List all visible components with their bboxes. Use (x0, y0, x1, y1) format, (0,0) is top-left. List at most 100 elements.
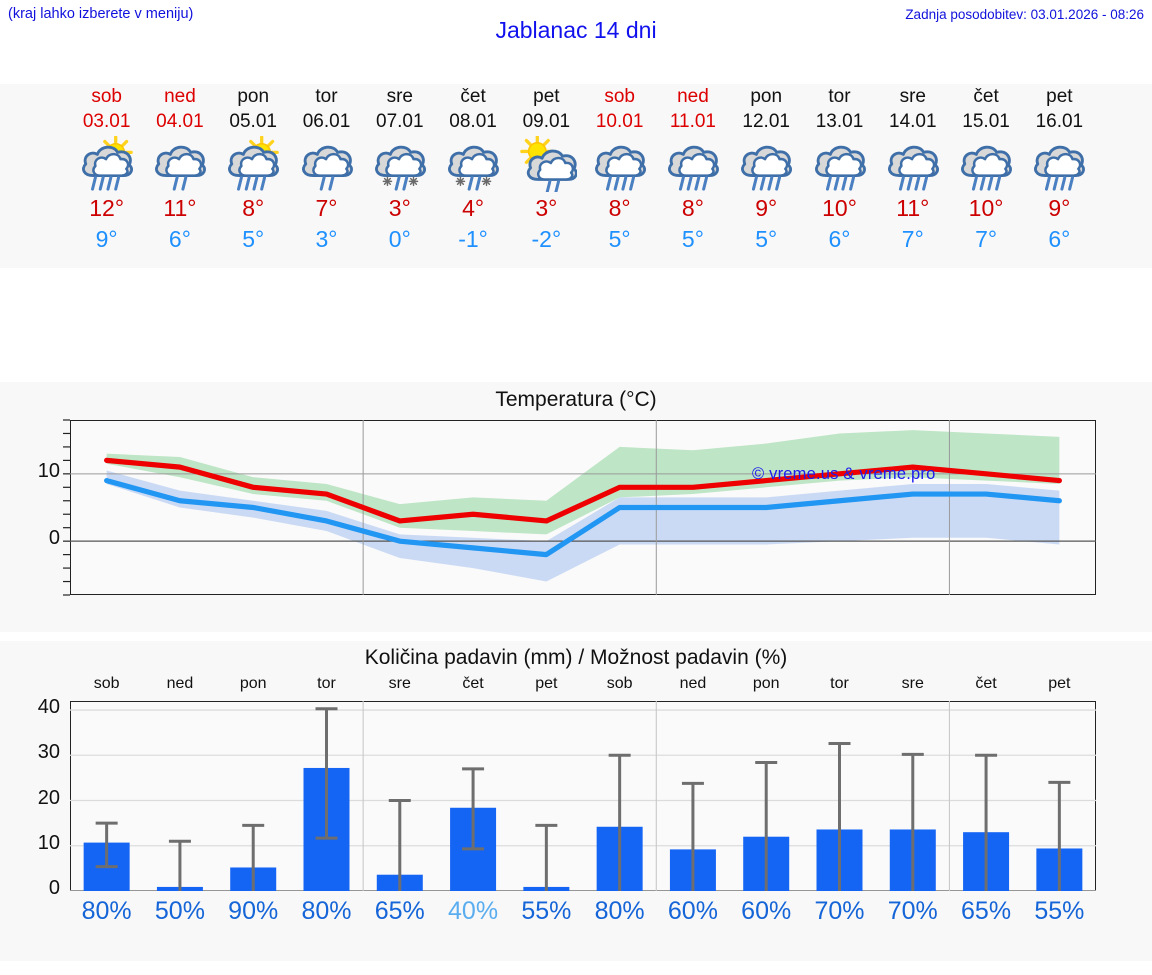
cloud-light-rain-icon (288, 136, 366, 192)
day-min-temp: -2° (531, 226, 562, 252)
precipitation-error-bar (95, 821, 118, 869)
precipitation-probability-label: 70% (814, 897, 865, 925)
day-date: 16.01 (1035, 111, 1084, 132)
precipitation-probability-label: 65% (374, 897, 425, 925)
cloud-rain-icon (947, 136, 1025, 192)
day-min-temp: 5° (681, 226, 704, 252)
cloud-light-rain-icon (141, 136, 219, 192)
day-column[interactable]: tor 13.01 10° 6° (801, 84, 879, 254)
day-column[interactable]: pet 16.01 9° 6° (1020, 84, 1098, 254)
day-date: 08.01 (449, 111, 497, 132)
temperature-uncertainty-band (106, 470, 1060, 582)
day-date: 05.01 (229, 111, 277, 132)
precipitation-error-bar (975, 753, 998, 891)
last-updated: Zadnja posodobitev: 03.01.2026 - 08:26 (905, 7, 1144, 22)
day-max-temp: 9° (1048, 195, 1071, 221)
temperature-line (104, 457, 1062, 524)
day-max-temp: 4° (462, 195, 485, 221)
day-min-temp: 6° (168, 226, 191, 252)
day-min-temp: 6° (828, 226, 851, 252)
day-column[interactable]: sob 03.01 12° 9° (68, 84, 146, 254)
temperature-uncertainty-band (106, 430, 1060, 535)
precipitation-error-bar (462, 767, 485, 851)
day-min-temp: 7° (975, 226, 998, 252)
day-name: sob (604, 86, 635, 107)
precipitation-error-bar (535, 823, 558, 891)
precipitation-series-canvas (70, 701, 1096, 891)
day-max-temp: 10° (822, 195, 857, 221)
day-min-temp: 5° (242, 226, 265, 252)
watermark: © vreme.us & vreme.pro (752, 464, 936, 483)
precipitation-day-label: sre (388, 675, 411, 692)
precipitation-y-tick-label: 10 (37, 831, 60, 854)
day-max-temp: 7° (315, 195, 338, 221)
day-max-temp: 12° (89, 195, 125, 221)
day-max-temp: 3° (535, 195, 558, 221)
day-name: čet (973, 86, 999, 107)
day-min-temp: 6° (1048, 226, 1071, 252)
day-min-temp: 7° (901, 226, 924, 252)
day-date: 07.01 (376, 111, 424, 132)
precipitation-probability-label: 60% (741, 897, 792, 925)
precipitation-error-bar (828, 742, 851, 891)
day-column[interactable]: sob 10.01 8° 5° (581, 84, 659, 254)
day-column[interactable]: pon 12.01 9° 5° (727, 84, 805, 254)
location-hint: (kraj lahko izberete v meniju) (8, 6, 194, 22)
cloud-rain-icon (874, 136, 952, 192)
cloud-rain-icon (581, 136, 659, 192)
day-name: sre (899, 86, 926, 107)
precipitation-error-bar (388, 799, 411, 891)
precipitation-day-label: pet (535, 675, 558, 692)
sun-cloud-rain-icon (68, 136, 146, 192)
day-column[interactable]: sre 07.01 3° 0° (361, 84, 439, 254)
temperature-line (104, 477, 1062, 558)
day-max-temp: 9° (755, 195, 778, 221)
precipitation-error-bar (681, 781, 704, 891)
cloud-rain-icon (727, 136, 805, 192)
day-column[interactable]: pet 09.01 3° -2° (507, 84, 585, 254)
day-date: 13.01 (815, 111, 864, 132)
day-column[interactable]: sre 14.01 11° 7° (874, 84, 952, 254)
precipitation-day-label: čet (975, 675, 997, 692)
cloud-rain-icon (801, 136, 879, 192)
precipitation-error-bar (608, 753, 631, 891)
precipitation-probability-label: 65% (961, 897, 1012, 925)
day-max-temp: 11° (163, 195, 197, 221)
daily-forecast-strip: sob 03.01 12° 9° ned 04.01 11° 6° pon 05.01 8° 5° to… (0, 84, 1152, 268)
precipitation-day-label: sre (901, 675, 924, 692)
day-min-temp: 3° (315, 226, 338, 252)
day-name: pet (533, 86, 560, 107)
precipitation-probability-label: 60% (667, 897, 718, 925)
precipitation-y-tick-label: 0 (48, 877, 60, 899)
precipitation-error-bar (1048, 780, 1071, 891)
precipitation-day-label: sob (606, 675, 633, 692)
day-date: 12.01 (742, 111, 790, 132)
day-max-temp: 10° (968, 195, 1004, 221)
day-name: pon (237, 86, 270, 107)
day-name: ned (164, 86, 196, 107)
precipitation-day-label: tor (830, 675, 849, 692)
precipitation-error-bar (242, 823, 265, 891)
cloud-rain-icon (654, 136, 732, 192)
day-date: 15.01 (962, 111, 1010, 132)
precipitation-y-tick-label: 40 (37, 696, 60, 719)
day-date: 04.01 (156, 111, 204, 132)
temperature-series-canvas (63, 419, 1096, 596)
day-column[interactable]: ned 11.01 8° 5° (654, 84, 732, 254)
day-column[interactable]: ned 04.01 11° 6° (141, 84, 219, 254)
day-column[interactable]: čet 08.01 4° -1° (434, 84, 512, 254)
day-column[interactable]: tor 06.01 7° 3° (288, 84, 366, 254)
day-max-temp: 8° (608, 195, 631, 221)
precipitation-probability-label: 70% (887, 897, 938, 925)
precipitation-error-bar (168, 839, 191, 891)
day-column[interactable]: pon 05.01 8° 5° (214, 84, 292, 254)
day-date: 09.01 (522, 111, 571, 132)
sun-cloud-light-rain-icon (507, 136, 585, 192)
day-name: sre (386, 86, 413, 107)
precipitation-error-bar (315, 707, 338, 840)
temperature-y-tick-label: 10 (37, 459, 60, 482)
precipitation-probability-label: 90% (228, 897, 279, 925)
day-date: 14.01 (889, 111, 937, 132)
day-column[interactable]: čet 15.01 10° 7° (947, 84, 1025, 254)
precipitation-probability-label: 80% (594, 897, 645, 925)
